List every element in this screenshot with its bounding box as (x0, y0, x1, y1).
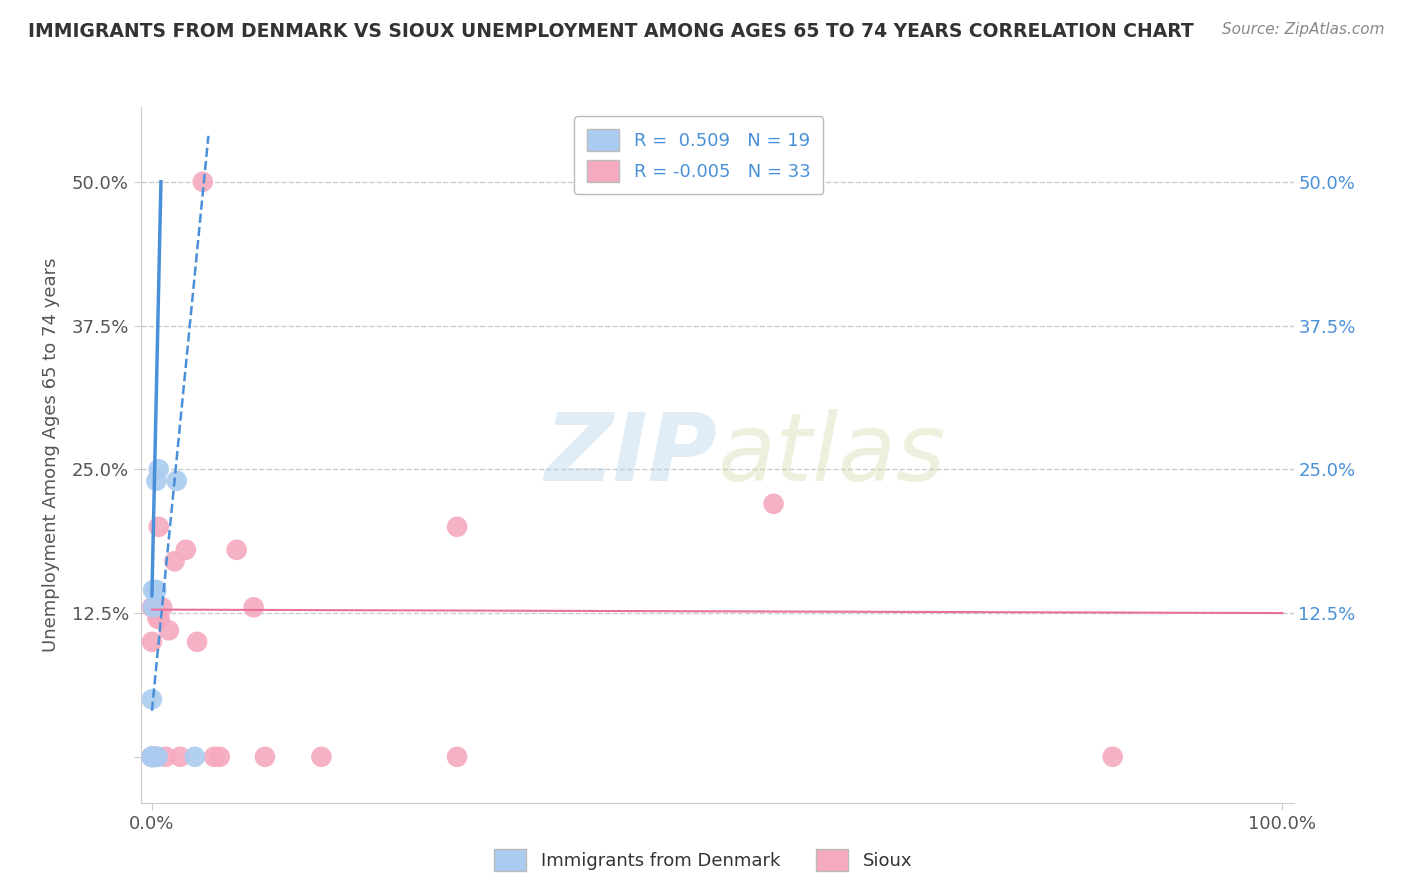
Legend: R =  0.509   N = 19, R = -0.005   N = 33: R = 0.509 N = 19, R = -0.005 N = 33 (575, 116, 824, 194)
Point (446, 749, 468, 764)
Point (762, 497, 785, 511)
Text: atlas: atlas (717, 409, 945, 500)
Point (141, 749, 163, 764)
Point (141, 749, 163, 764)
Point (191, 175, 214, 189)
Point (146, 749, 169, 764)
Point (148, 520, 170, 534)
Point (141, 749, 163, 764)
Point (142, 749, 165, 764)
Point (141, 749, 163, 764)
Point (184, 749, 207, 764)
Text: IMMIGRANTS FROM DENMARK VS SIOUX UNEMPLOYMENT AMONG AGES 65 TO 74 YEARS CORRELAT: IMMIGRANTS FROM DENMARK VS SIOUX UNEMPLO… (28, 22, 1194, 41)
Point (150, 600, 173, 615)
Point (141, 749, 163, 764)
Text: Source: ZipAtlas.com: Source: ZipAtlas.com (1222, 22, 1385, 37)
Point (174, 542, 197, 557)
Point (157, 624, 180, 638)
Point (142, 749, 165, 764)
Point (225, 542, 247, 557)
Point (141, 749, 163, 764)
Text: ZIP: ZIP (544, 409, 717, 501)
Point (145, 474, 167, 488)
Point (146, 612, 169, 626)
Point (141, 692, 163, 706)
Y-axis label: Unemployment Among Ages 65 to 74 years: Unemployment Among Ages 65 to 74 years (42, 258, 60, 652)
Point (142, 600, 165, 615)
Point (141, 600, 163, 615)
Point (149, 612, 172, 626)
Point (141, 749, 163, 764)
Point (145, 582, 167, 597)
Point (446, 520, 468, 534)
Point (142, 749, 165, 764)
Point (141, 749, 163, 764)
Point (142, 582, 165, 597)
Legend: Immigrants from Denmark, Sioux: Immigrants from Denmark, Sioux (486, 842, 920, 879)
Point (155, 749, 177, 764)
Point (186, 635, 208, 649)
Point (169, 749, 191, 764)
Point (208, 749, 231, 764)
Point (142, 749, 165, 764)
Point (145, 749, 167, 764)
Point (143, 600, 166, 615)
Point (143, 749, 166, 764)
Point (253, 749, 276, 764)
Point (202, 749, 225, 764)
Point (242, 600, 264, 615)
Point (143, 582, 166, 597)
Point (141, 749, 163, 764)
Point (143, 749, 166, 764)
Point (163, 554, 186, 568)
Point (141, 635, 163, 649)
Point (166, 474, 188, 488)
Point (148, 462, 170, 476)
Point (141, 749, 163, 764)
Point (311, 749, 333, 764)
Point (1101, 749, 1123, 764)
Point (143, 749, 166, 764)
